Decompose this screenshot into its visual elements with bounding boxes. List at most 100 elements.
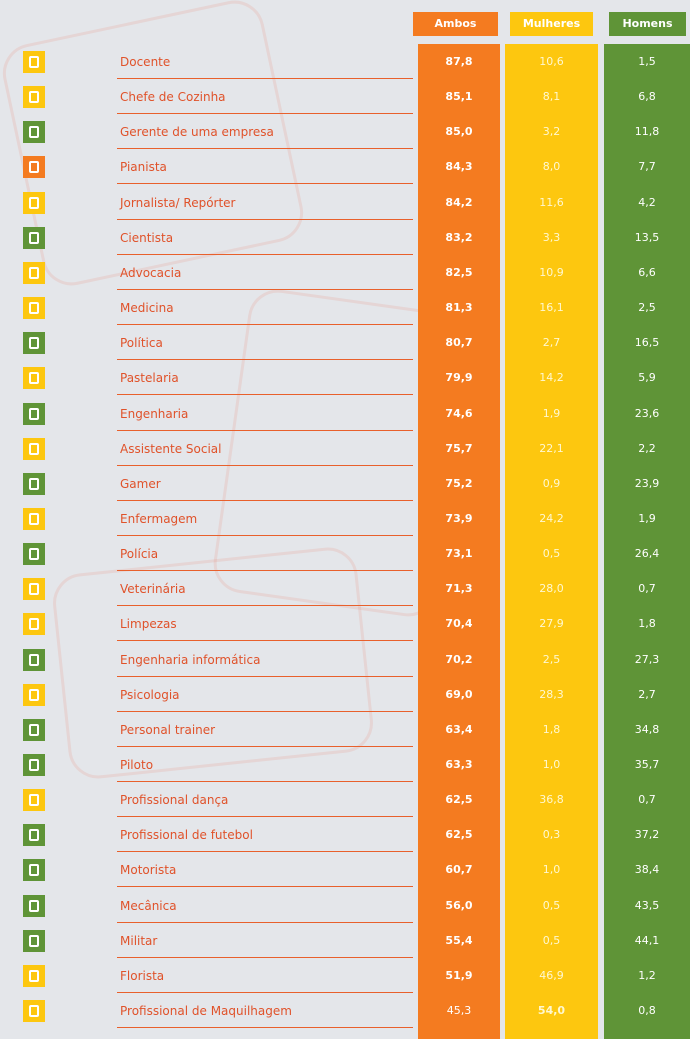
row-icon (23, 507, 45, 530)
row-label: Limpezas (120, 617, 177, 632)
cell-value: 35,7 (634, 758, 660, 771)
row-separator (117, 745, 413, 747)
row-separator (117, 816, 413, 818)
cell-value: 69,0 (445, 687, 473, 701)
header-mulheres: Mulheres (510, 12, 593, 36)
row-icon (23, 964, 45, 987)
header-homens: Homens (609, 12, 686, 36)
cell-value: 3,2 (542, 125, 561, 139)
cell-value: 85,0 (445, 125, 473, 139)
cell-value: 0,9 (542, 476, 561, 490)
row-separator (117, 218, 413, 220)
row-icon (23, 824, 45, 847)
cell-value: 2,5 (638, 301, 656, 315)
row-separator (117, 570, 413, 572)
cell-value: 1,2 (638, 968, 656, 982)
row-label: Assistente Social (120, 441, 222, 456)
cell-value: 6,6 (638, 265, 656, 279)
cell-value: 54,0 (537, 1004, 566, 1018)
row-icon (23, 648, 45, 671)
cell-value: 1,9 (638, 511, 656, 525)
cell-value: 24,2 (539, 511, 564, 525)
row-icon (23, 578, 45, 601)
cell-value: 16,1 (539, 301, 564, 315)
cell-value: 1,0 (542, 863, 561, 877)
column-mulheres (505, 44, 598, 1039)
row-label: Política (120, 336, 163, 351)
row-separator (117, 921, 413, 923)
row-separator (117, 710, 413, 712)
cell-value: 14,2 (539, 371, 564, 385)
cell-value: 74,6 (445, 406, 473, 420)
cell-value: 8,1 (542, 90, 561, 104)
cell-value: 0,5 (542, 933, 561, 947)
row-icon (23, 789, 45, 812)
cell-value: 45,3 (446, 1004, 472, 1018)
row-icon (23, 121, 45, 144)
cell-value: 11,6 (539, 195, 564, 209)
cell-value: 84,3 (445, 160, 473, 174)
row-label: Militar (120, 933, 158, 948)
cell-value: 63,4 (445, 722, 473, 736)
row-separator (117, 113, 413, 115)
row-label: Motorista (120, 863, 177, 878)
row-label: Jornalista/ Repórter (120, 195, 236, 210)
cell-value: 73,9 (445, 511, 473, 525)
cell-value: 27,3 (634, 652, 660, 666)
cell-value: 0,3 (542, 828, 561, 842)
cell-value: 22,1 (539, 441, 564, 455)
cell-value: 43,5 (634, 898, 660, 912)
column-ambos (418, 44, 500, 1039)
row-separator (117, 534, 413, 536)
cell-value: 60,7 (445, 863, 473, 877)
row-icon (23, 859, 45, 882)
row-label: Cientista (120, 230, 174, 245)
cell-value: 2,7 (542, 336, 561, 350)
row-separator (117, 991, 413, 993)
row-icon (23, 894, 45, 917)
cell-value: 1,9 (542, 406, 561, 420)
cell-value: 2,2 (638, 441, 656, 455)
row-label: Gerente de uma empresa (120, 125, 274, 140)
row-icon (23, 437, 45, 460)
cell-value: 1,8 (638, 617, 656, 631)
row-label: Profissional dança (120, 793, 229, 808)
cell-value: 73,1 (445, 547, 473, 561)
cell-value: 85,1 (445, 90, 473, 104)
cell-value: 10,9 (539, 265, 564, 279)
row-icon (23, 683, 45, 706)
cell-value: 6,8 (638, 90, 656, 104)
row-icon (23, 367, 45, 390)
row-icon (23, 472, 45, 495)
row-icon (23, 191, 45, 214)
cell-value: 16,5 (634, 336, 660, 350)
cell-value: 28,3 (539, 687, 564, 701)
cell-value: 79,9 (445, 371, 473, 385)
row-icon (23, 261, 45, 284)
cell-value: 1,5 (638, 55, 656, 68)
row-label: Gamer (120, 476, 161, 491)
cell-value: 44,1 (634, 933, 660, 947)
row-separator (117, 499, 413, 501)
row-separator (117, 605, 413, 607)
cell-value: 7,7 (638, 160, 656, 174)
cell-value: 82,5 (445, 265, 473, 279)
cell-value: 28,0 (539, 582, 564, 596)
row-label: Pianista (120, 160, 167, 175)
row-label: Advocacia (120, 265, 182, 280)
cell-value: 70,2 (445, 652, 473, 666)
cell-value: 55,4 (445, 933, 473, 947)
cell-value: 87,8 (445, 55, 473, 68)
row-icon (23, 297, 45, 320)
row-separator (117, 359, 413, 361)
cell-value: 62,5 (445, 793, 473, 807)
cell-value: 2,5 (542, 652, 561, 666)
cell-value: 23,9 (634, 476, 660, 490)
row-label: Docente (120, 55, 171, 69)
cell-value: 62,5 (445, 828, 473, 842)
row-separator (117, 851, 413, 853)
row-icon (23, 613, 45, 636)
row-icon (23, 929, 45, 952)
row-icon (23, 332, 45, 355)
row-separator (117, 1027, 413, 1029)
